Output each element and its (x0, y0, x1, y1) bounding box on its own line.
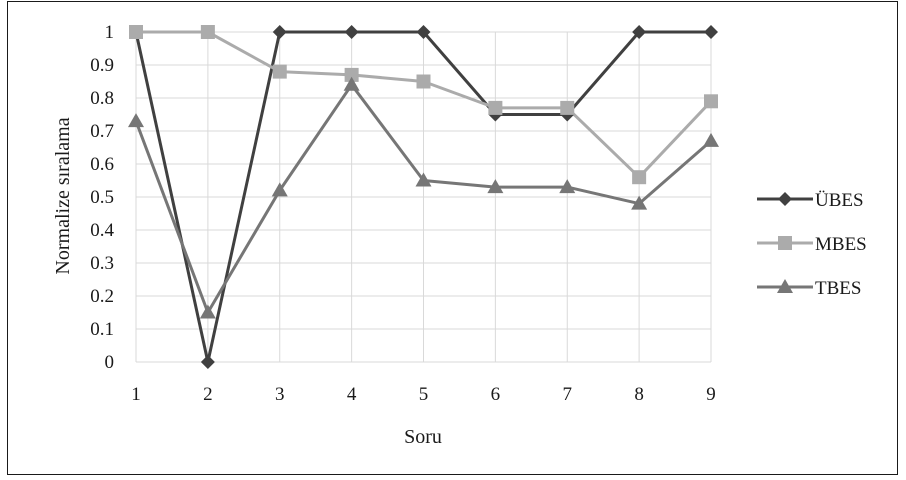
y-tick-label: 0 (105, 352, 115, 373)
series-1-point (416, 25, 431, 39)
legend-marker (777, 279, 793, 293)
series-3-point (199, 304, 216, 319)
series-1-point (200, 355, 215, 369)
y-tick-label: 0.2 (90, 286, 114, 307)
y-tick-label: 0.7 (90, 121, 114, 142)
series-1-point (344, 25, 359, 39)
x-tick-labels: 1 2 3 4 5 6 7 8 9 (131, 384, 716, 405)
legend-label: MBES (815, 234, 867, 255)
series-2-point (129, 25, 143, 39)
x-tick-label: 6 (491, 384, 501, 405)
series-2-point (344, 67, 359, 82)
x-axis-title: Soru (404, 426, 442, 448)
y-tick-label: 0.1 (90, 319, 114, 340)
series-1-point (704, 25, 718, 39)
legend-label: TBES (815, 278, 861, 299)
x-tick-label: 5 (419, 384, 429, 405)
x-tick-label: 4 (347, 384, 357, 405)
y-tick-label: 0.5 (90, 187, 114, 208)
series-2-point (200, 25, 215, 39)
y-tick-label: 0.8 (90, 88, 114, 109)
legend-marker (778, 236, 792, 250)
y-tick-label: 0.3 (90, 253, 114, 274)
series-3-point (415, 172, 432, 187)
x-tick-label: 2 (203, 384, 213, 405)
series-3-point (271, 182, 288, 197)
series-2-point (704, 94, 718, 109)
series-3-point (128, 113, 144, 128)
legend: ÜBES MBES TBES (757, 190, 867, 299)
series-3-point (559, 179, 576, 194)
y-tick-label: 0.6 (90, 154, 114, 175)
y-tick-label: 0.4 (90, 220, 114, 241)
series-2-point (272, 64, 287, 79)
legend-marker (778, 192, 792, 206)
x-tick-label: 3 (275, 384, 285, 405)
series-2-point (416, 74, 431, 89)
x-tick-label: 1 (131, 384, 141, 405)
y-tick-labels: 0 0.1 0.2 0.3 0.4 0.5 0.6 0.7 0.8 0.9 1 (90, 22, 114, 373)
x-tick-label: 7 (563, 384, 573, 405)
legend-label: ÜBES (815, 190, 864, 211)
chart-frame (7, 1, 898, 475)
y-tick-label: 0.9 (90, 55, 114, 76)
series-1-point (632, 25, 647, 39)
series-markers (128, 25, 719, 369)
series-3-point (703, 132, 719, 147)
series-2-point (560, 100, 575, 115)
x-tick-label: 9 (706, 384, 716, 405)
series-2-point (488, 100, 503, 115)
series-3-point (487, 179, 504, 194)
y-axis-title: Normalize sıralama (52, 117, 74, 274)
x-tick-label: 8 (634, 384, 644, 405)
series-1-point (272, 25, 287, 39)
series-3-point (343, 76, 360, 91)
y-tick-label: 1 (105, 22, 115, 43)
series-3-point (631, 195, 648, 210)
series-2-point (632, 170, 647, 185)
